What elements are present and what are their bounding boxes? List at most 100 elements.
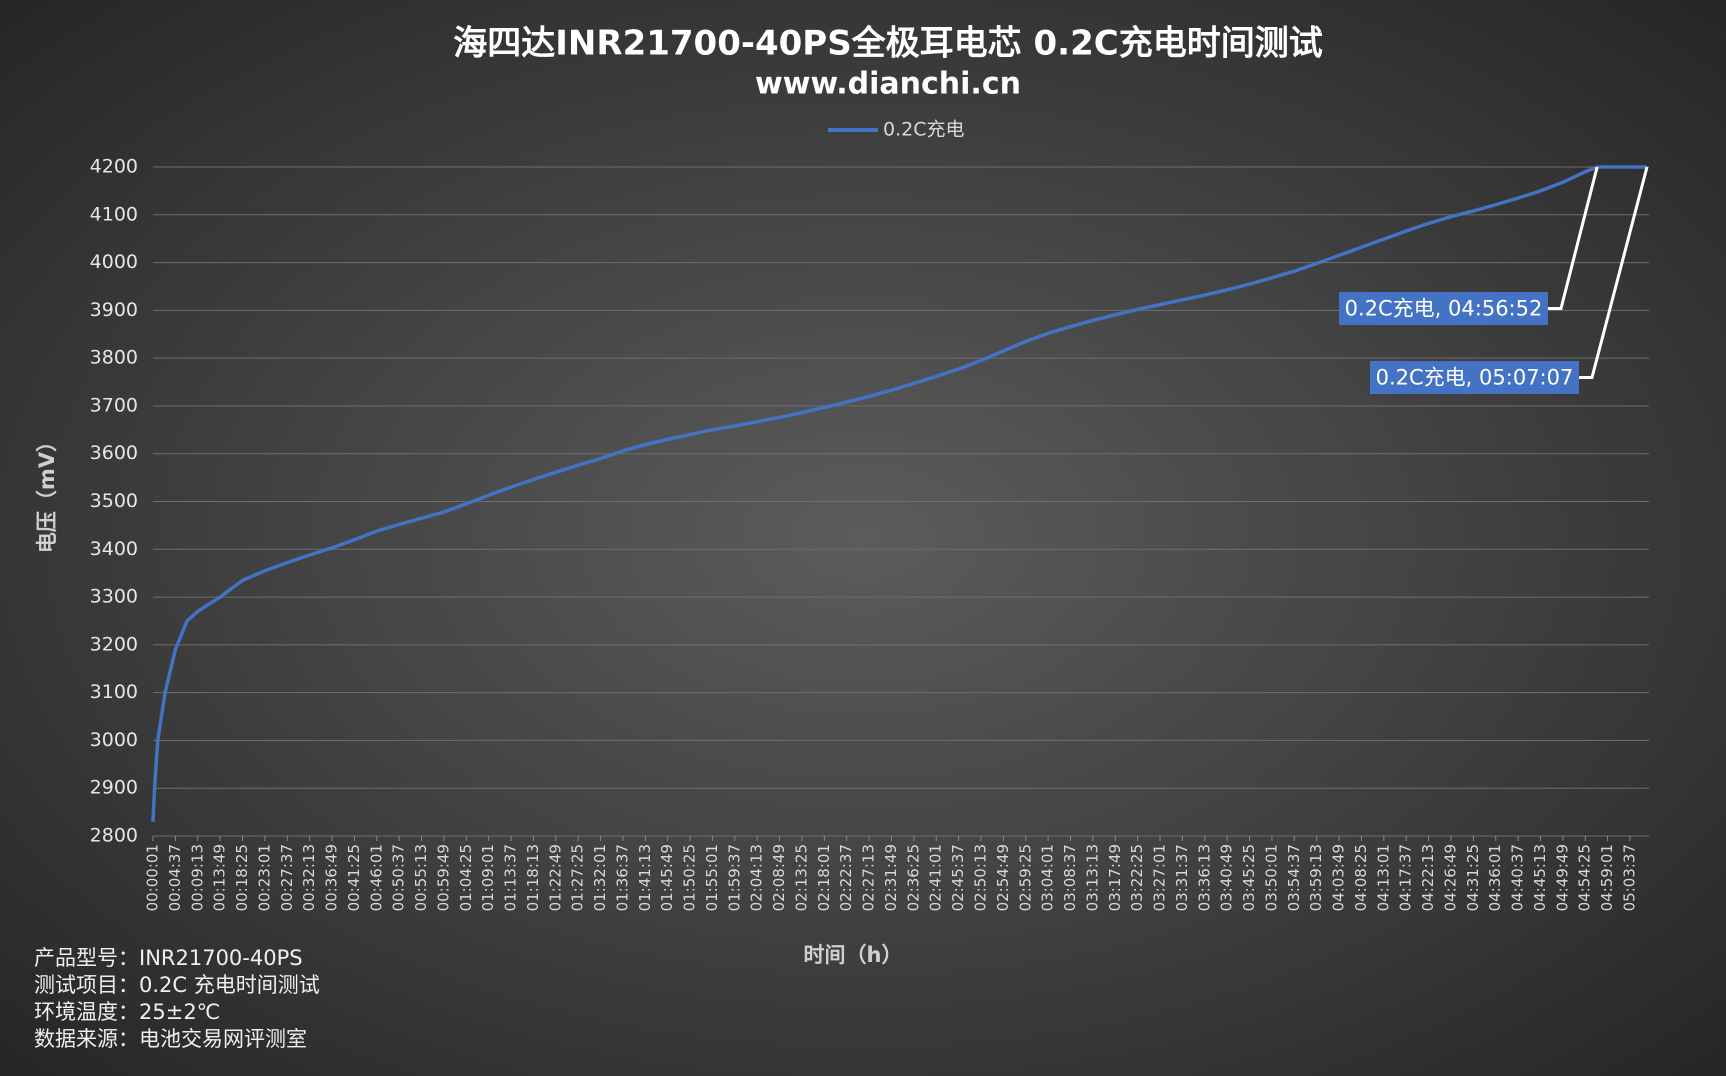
x-tick-label: 04:59:01: [1598, 844, 1616, 911]
y-tick-label: 3000: [90, 729, 138, 751]
x-tick-label: 01:32:01: [591, 844, 609, 911]
x-tick-label: 03:27:01: [1151, 844, 1169, 911]
footnote: 测试项目：0.2C 充电时间测试: [34, 973, 320, 997]
x-tick-label: 02:13:25: [792, 844, 810, 911]
x-tick-label: 04:17:37: [1397, 844, 1415, 911]
footnote: 环境温度：25±2℃: [34, 1000, 220, 1024]
x-tick-label: 02:54:49: [994, 844, 1012, 911]
x-tick-label: 01:18:13: [524, 844, 542, 911]
y-tick-label: 3100: [90, 681, 138, 703]
y-tick-label: 3500: [90, 490, 138, 512]
x-tick-label: 00:59:49: [434, 844, 452, 911]
x-tick-label: 00:18:25: [233, 844, 251, 911]
x-tick-label: 02:59:25: [1016, 844, 1034, 911]
x-tick-label: 02:31:49: [882, 844, 900, 911]
x-tick-label: 00:23:01: [255, 844, 273, 911]
x-tick-label: 00:32:13: [300, 844, 318, 911]
x-tick-label: 04:03:49: [1330, 844, 1348, 911]
x-tick-label: 02:22:37: [837, 844, 855, 911]
x-tick-label: 02:04:13: [748, 844, 766, 911]
x-tick-label: 03:50:01: [1262, 844, 1280, 911]
x-tick-label: 00:50:37: [390, 844, 408, 911]
x-tick-label: 02:08:49: [770, 844, 788, 911]
y-tick-label: 2800: [90, 825, 138, 847]
x-tick-label: 03:31:37: [1173, 844, 1191, 911]
y-tick-label: 2900: [90, 777, 138, 799]
x-tick-label: 00:36:49: [323, 844, 341, 911]
callout-leader: [1579, 166, 1649, 379]
y-tick-label: 3300: [90, 586, 138, 608]
callout-box: [1339, 292, 1548, 325]
x-tick-label: 02:50:13: [972, 844, 990, 911]
x-tick-label: 04:31:25: [1464, 844, 1482, 911]
x-tick-label: 00:27:37: [278, 844, 296, 911]
callout-leader: [1548, 166, 1599, 310]
footnote: 数据来源：电池交易网评测室: [34, 1027, 307, 1051]
x-tick-label: 04:36:01: [1486, 844, 1504, 911]
y-tick-label: 4100: [90, 203, 138, 225]
x-tick-label: 01:36:37: [613, 844, 631, 911]
x-tick-label: 01:04:25: [457, 844, 475, 911]
x-tick-label: 04:13:01: [1374, 844, 1392, 911]
y-axis-label: 电压（mV）: [35, 431, 59, 553]
x-tick-label: 02:18:01: [815, 844, 833, 911]
x-tick-label: 03:08:37: [1061, 844, 1079, 911]
x-tick-label: 00:46:01: [367, 844, 385, 911]
x-tick-label: 04:08:25: [1352, 844, 1370, 911]
x-tick-label: 02:45:37: [949, 844, 967, 911]
callout-box: [1370, 361, 1579, 394]
y-tick-label: 3600: [90, 442, 138, 464]
x-tick-label: 03:54:37: [1285, 844, 1303, 911]
x-tick-label: 00:41:25: [345, 844, 363, 911]
x-tick-label: 01:55:01: [703, 844, 721, 911]
x-tick-label: 00:00:01: [144, 844, 162, 911]
chart-subtitle: www.dianchi.cn: [755, 67, 1021, 102]
y-tick-label: 3900: [90, 299, 138, 321]
x-tick-label: 04:45:13: [1531, 844, 1549, 911]
x-tick-label: 01:22:49: [546, 844, 564, 911]
x-tick-label: 05:03:37: [1620, 844, 1638, 911]
x-tick-label: 03:04:01: [1039, 844, 1057, 911]
chart-title: 海四达INR21700-40PS全极耳电芯 0.2C充电时间测试: [453, 24, 1322, 64]
x-axis-label: 时间（h）: [804, 943, 903, 967]
x-tick-label: 01:59:37: [725, 844, 743, 911]
x-tick-label: 03:17:49: [1106, 844, 1124, 911]
x-tick-label: 00:04:37: [166, 844, 184, 911]
x-tick-label: 01:50:25: [681, 844, 699, 911]
x-tick-label: 02:36:25: [904, 844, 922, 911]
x-tick-label: 04:26:49: [1441, 844, 1459, 911]
y-tick-label: 3200: [90, 633, 138, 655]
x-tick-label: 02:27:13: [860, 844, 878, 911]
x-tick-label: 03:22:25: [1128, 844, 1146, 911]
x-tick-label: 04:22:13: [1419, 844, 1437, 911]
callout-label: 0.2C充电, 04:56:52: [1345, 297, 1543, 321]
callout-label: 0.2C充电, 05:07:07: [1376, 366, 1574, 390]
x-tick-label: 03:40:49: [1218, 844, 1236, 911]
x-tick-label: 03:13:13: [1083, 844, 1101, 911]
x-tick-label: 00:09:13: [188, 844, 206, 911]
x-tick-label: 04:40:37: [1509, 844, 1527, 911]
x-tick-label: 00:55:13: [412, 844, 430, 911]
x-tick-label: 01:41:13: [636, 844, 654, 911]
x-tick-label: 01:09:01: [479, 844, 497, 911]
y-tick-label: 4200: [90, 156, 138, 178]
y-tick-label: 3400: [90, 538, 138, 560]
x-tick-label: 04:54:25: [1576, 844, 1594, 911]
y-tick-label: 4000: [90, 251, 138, 273]
x-tick-label: 02:41:01: [927, 844, 945, 911]
x-tick-label: 01:27:25: [569, 844, 587, 911]
legend-label: 0.2C充电: [883, 119, 964, 141]
x-tick-label: 01:13:37: [502, 844, 520, 911]
data-line: [151, 165, 1647, 822]
x-tick-label: 03:45:25: [1240, 844, 1258, 911]
y-tick-label: 3700: [90, 394, 138, 416]
x-tick-label: 03:36:13: [1195, 844, 1213, 911]
x-tick-label: 01:45:49: [658, 844, 676, 911]
footnote: 产品型号：INR21700-40PS: [34, 946, 303, 970]
x-tick-label: 00:13:49: [211, 844, 229, 911]
x-tick-label: 03:59:13: [1307, 844, 1325, 911]
x-tick-label: 04:49:49: [1553, 844, 1571, 911]
